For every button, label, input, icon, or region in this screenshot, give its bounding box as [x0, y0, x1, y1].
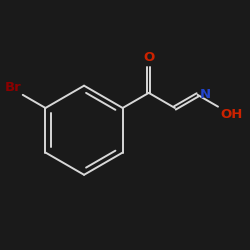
- Text: N: N: [200, 88, 211, 101]
- Text: OH: OH: [220, 108, 242, 121]
- Text: O: O: [143, 51, 154, 64]
- Text: Br: Br: [5, 80, 21, 94]
